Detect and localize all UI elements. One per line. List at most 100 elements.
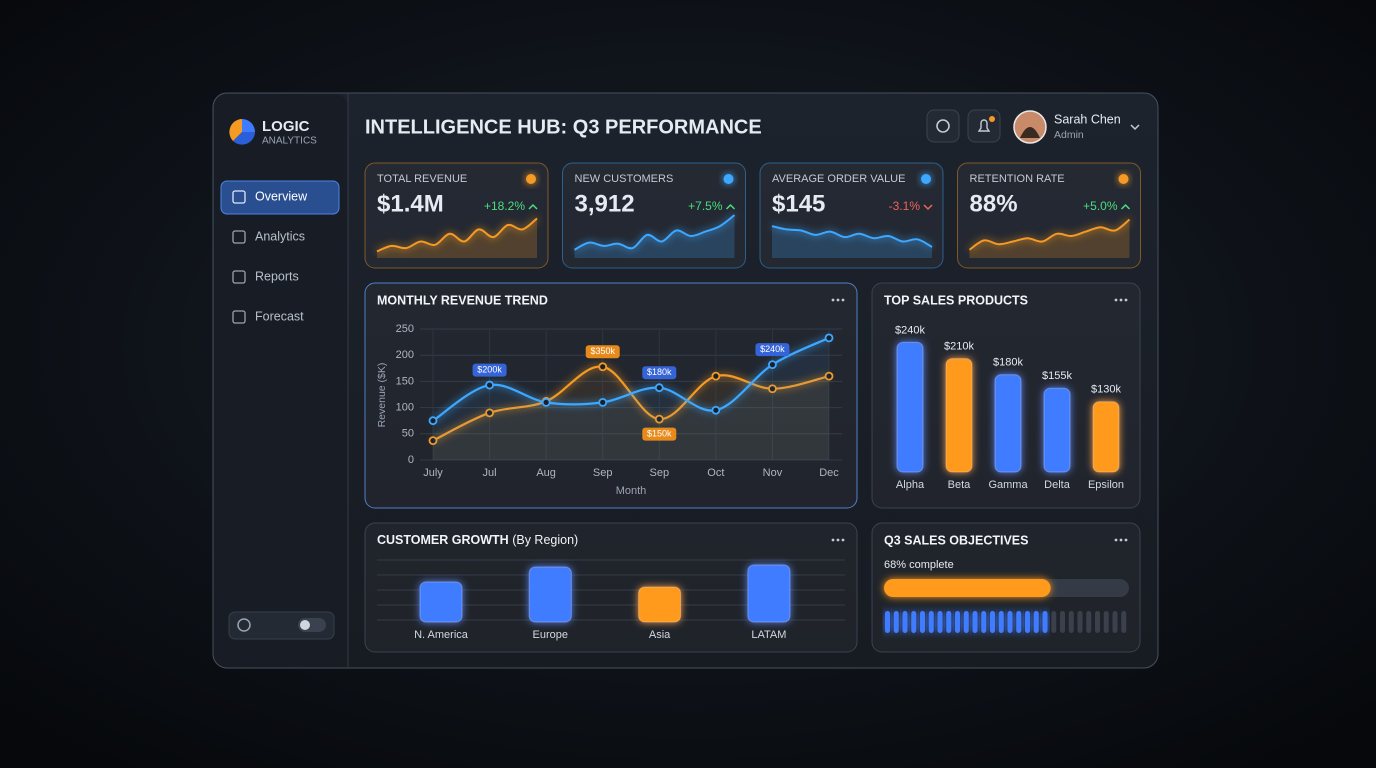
segment-on <box>963 611 969 633</box>
notification-dot <box>989 116 995 122</box>
x-tick-label: Dec <box>819 467 839 479</box>
user-menu-chevron[interactable] <box>1130 124 1140 131</box>
segment-on <box>946 611 952 633</box>
card-menus <box>831 298 1128 542</box>
kpi-trend-arrow <box>1120 203 1131 210</box>
segment-on <box>955 611 960 633</box>
gear-icon <box>936 119 950 133</box>
annotation: $150k <box>647 429 672 439</box>
kpi-label: RETENTION RATE <box>970 173 1065 185</box>
bar <box>1092 401 1120 473</box>
segment-on <box>928 611 934 633</box>
segment-on <box>981 611 987 633</box>
nav-active-bg[interactable] <box>220 180 340 215</box>
series-line <box>432 365 830 442</box>
x-axis-label: Month <box>616 485 647 497</box>
annotation: $200k <box>477 364 502 374</box>
toggle-knob <box>300 620 310 630</box>
y-tick-label: 100 <box>396 402 414 414</box>
segment-on <box>990 611 995 633</box>
segment-off <box>1121 611 1127 633</box>
kpi-change: +7.5% <box>688 199 723 213</box>
nav-item[interactable]: Analytics <box>255 229 305 243</box>
page-title: INTELLIGENCE HUB: Q3 PERFORMANCE <box>365 116 762 138</box>
data-point <box>598 397 608 407</box>
notifications-button[interactable] <box>967 109 1001 143</box>
bar <box>994 374 1022 473</box>
segment-off <box>1077 611 1083 633</box>
sparkline-area <box>574 215 735 258</box>
segment-on <box>911 611 917 633</box>
y-tick-label: 0 <box>408 454 414 466</box>
segment-on <box>998 611 1004 633</box>
nav-icon <box>232 310 246 324</box>
kpi-value: 88% <box>970 190 1018 217</box>
annotation-pill <box>642 427 677 441</box>
segment-on <box>1033 611 1039 633</box>
nav-icon <box>232 230 246 244</box>
menu-dot <box>1114 538 1118 542</box>
x-tick-label: Sep <box>649 467 669 479</box>
card-title: CUSTOMER GROWTH (By Region) <box>377 533 578 547</box>
kpi-change: +18.2% <box>484 199 525 213</box>
data-point <box>485 408 494 418</box>
category-label: Asia <box>649 629 671 641</box>
kpi-row: TOTAL REVENUE $1.4M +18.2% NEW CUSTOMERS 3,9… <box>364 162 1141 269</box>
kpi-dot <box>723 174 734 184</box>
nav-item[interactable]: Overview <box>255 189 308 203</box>
bar <box>528 566 572 623</box>
data-point <box>711 405 721 415</box>
sparkline <box>376 217 538 253</box>
segment-off <box>1068 611 1074 633</box>
segment-on <box>920 611 925 633</box>
kpi-dot <box>921 174 931 184</box>
objectives-progress <box>884 579 1129 633</box>
annotation-pill <box>755 343 790 357</box>
customer-growth-chart: N. America Europe Asia LATAM <box>377 559 845 641</box>
user-name[interactable]: Sarah Chen <box>1054 112 1121 126</box>
kpi-value: $145 <box>772 190 825 217</box>
card-title: Q3 SALES OBJECTIVES <box>884 533 1028 547</box>
category-label: Delta <box>1044 479 1071 491</box>
settings-button[interactable] <box>926 109 960 143</box>
category-label: Epsilon <box>1088 479 1124 491</box>
nav-item[interactable]: Forecast <box>255 309 304 323</box>
category-label: Europe <box>533 629 568 641</box>
bar <box>1043 387 1071 473</box>
logo <box>229 119 255 145</box>
annotation-pill <box>585 345 620 359</box>
kpi-card <box>562 162 746 269</box>
more-menu[interactable] <box>1114 538 1128 542</box>
kpi-trend-arrow <box>725 203 736 210</box>
nav-icon <box>232 270 246 284</box>
menu-dot <box>1124 538 1128 542</box>
settings-icon <box>237 618 251 632</box>
nav-item[interactable]: Reports <box>255 269 299 283</box>
more-menu[interactable] <box>1114 298 1128 302</box>
data-point <box>598 362 608 372</box>
value-label: $210k <box>944 341 974 353</box>
segment-on <box>937 611 943 633</box>
y-tick-label: 200 <box>396 349 414 361</box>
kpi-change: -3.1% <box>889 199 921 213</box>
y-tick-label: 150 <box>396 375 414 387</box>
card-title: MONTHLY REVENUE TREND <box>377 293 548 307</box>
more-menu[interactable] <box>831 538 845 542</box>
segment-off <box>1103 611 1109 633</box>
kpi-label: NEW CUSTOMERS <box>575 173 674 185</box>
bell-icon <box>977 119 991 132</box>
kpi-label: AVERAGE ORDER VALUE <box>772 173 905 185</box>
more-menu[interactable] <box>831 298 845 302</box>
sparkline <box>771 225 933 248</box>
kpi-change: +5.0% <box>1083 199 1118 213</box>
customer-growth-card <box>364 522 858 653</box>
sidebar <box>214 94 348 667</box>
series-area <box>433 366 829 460</box>
annotation-pill <box>642 366 677 380</box>
revenue-trend-card <box>364 282 858 509</box>
data-point <box>428 436 438 446</box>
value-label: $130k <box>1091 384 1121 396</box>
data-point <box>711 371 721 381</box>
sparkline <box>574 214 736 251</box>
bar <box>638 586 682 623</box>
